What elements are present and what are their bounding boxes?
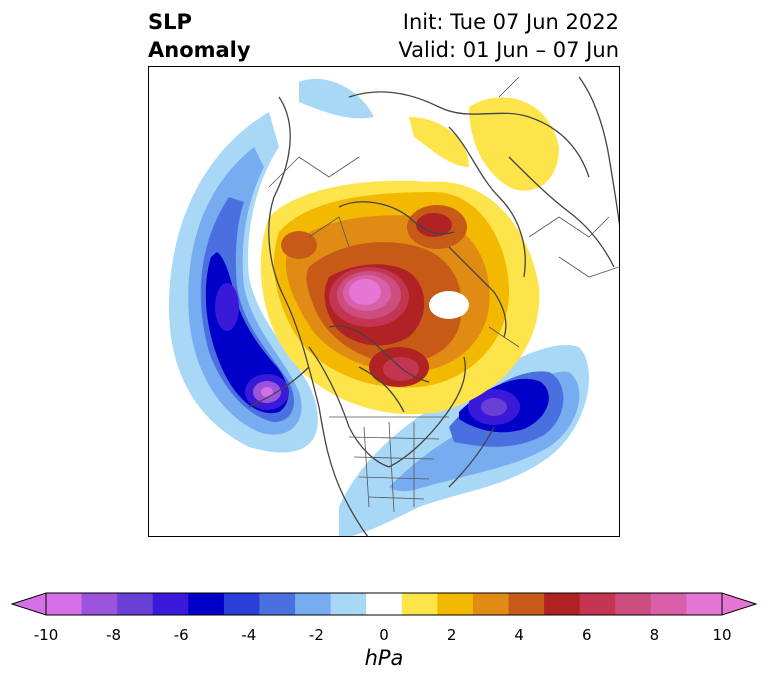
colorbar-tick-label: 4 — [514, 626, 524, 644]
colorbar-tick-label: 6 — [582, 626, 592, 644]
colorbar-segment — [544, 593, 581, 615]
colorbar-tick-label: -4 — [241, 626, 257, 644]
colorbar-extend-low — [10, 592, 47, 616]
colorbar-extend-high — [721, 592, 758, 616]
colorbar-segment — [259, 593, 296, 615]
colorbar-segment — [46, 593, 83, 615]
colorbar-segment — [437, 593, 474, 615]
colorbar-frame — [45, 592, 723, 616]
negative-anomaly-west — [169, 112, 318, 453]
political-borders — [268, 76, 619, 513]
colorbar-segment — [579, 593, 616, 615]
valid-range: Valid: 01 Jun – 07 Jun — [398, 38, 619, 62]
colorbar-segment — [615, 593, 652, 615]
colorbar-tick-label: -6 — [173, 626, 189, 644]
anomaly-map — [148, 66, 620, 537]
colorbar-segment — [508, 593, 545, 615]
negative-anomaly-east — [339, 345, 589, 536]
init-date: Init: Tue 07 Jun 2022 — [402, 10, 619, 34]
colorbar-segment — [650, 593, 687, 615]
colorbar-tick-label: -10 — [33, 626, 59, 644]
colorbar-segment — [81, 593, 118, 615]
colorbar-segment — [472, 593, 510, 615]
colorbar-segment — [295, 593, 332, 615]
map-canvas — [169, 76, 619, 536]
map-subtitle: Init: Tue 07 Jun 2022 Valid: 01 Jun – 07… — [398, 8, 619, 64]
colorbar-segment — [686, 593, 723, 615]
colorbar-segment — [330, 593, 367, 615]
colorbar-tick-label: -8 — [106, 626, 122, 644]
title-line2: Anomaly — [148, 38, 251, 62]
colorbar-tick-label: 8 — [649, 626, 660, 644]
colorbar-tick-label: 0 — [379, 626, 389, 644]
colorbar — [10, 592, 758, 616]
title-line1: SLP — [148, 10, 192, 34]
map-title: SLP Anomaly — [148, 8, 251, 64]
colorbar-segment — [223, 593, 260, 615]
colorbar-unit-label: hPa — [364, 646, 404, 670]
colorbar-segment — [117, 593, 154, 615]
colorbar-segment — [401, 593, 438, 615]
colorbar-segment — [188, 593, 225, 615]
colorbar-segment — [152, 593, 189, 615]
colorbar-tick-label: 10 — [712, 626, 732, 644]
colorbar-segment — [366, 593, 403, 615]
colorbar-tick-label: 2 — [446, 626, 457, 644]
positive-anomaly-arctic — [260, 180, 540, 415]
colorbar-tick-label: -2 — [308, 626, 324, 644]
